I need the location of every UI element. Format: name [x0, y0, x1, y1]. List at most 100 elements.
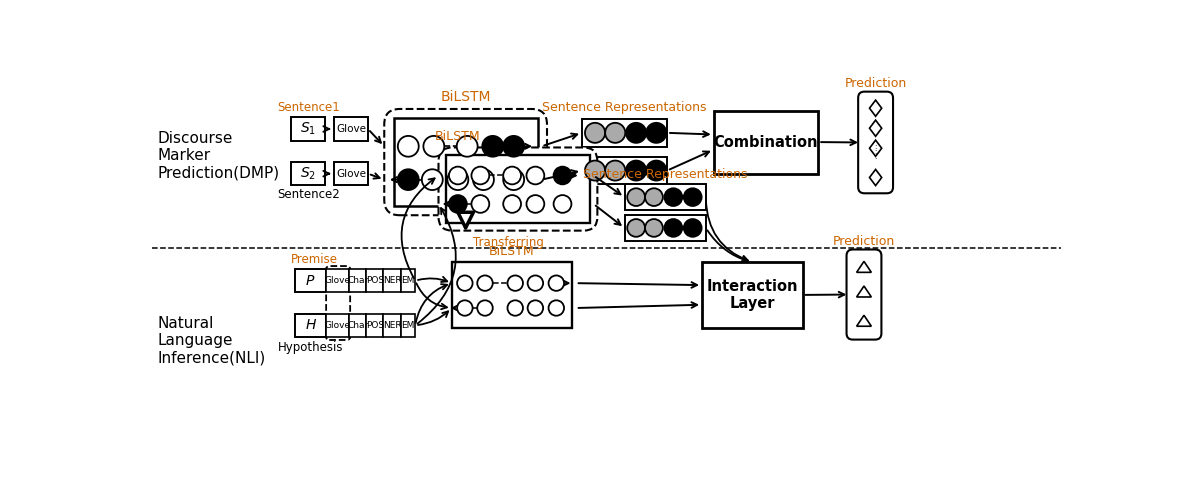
Text: EM: EM: [401, 276, 414, 285]
Circle shape: [528, 300, 543, 316]
Text: Glove: Glove: [324, 321, 351, 330]
Polygon shape: [870, 140, 881, 156]
FancyBboxPatch shape: [401, 269, 415, 292]
Text: :
:
:: : : :: [874, 144, 877, 160]
Circle shape: [645, 219, 662, 237]
FancyBboxPatch shape: [295, 314, 327, 337]
FancyBboxPatch shape: [582, 157, 667, 185]
Circle shape: [450, 166, 467, 184]
Circle shape: [508, 300, 523, 316]
Text: Char: Char: [348, 276, 369, 285]
Circle shape: [472, 166, 490, 184]
Circle shape: [606, 161, 626, 181]
Text: Sentence2: Sentence2: [277, 188, 340, 201]
Circle shape: [526, 166, 544, 184]
FancyBboxPatch shape: [702, 262, 803, 327]
Circle shape: [645, 188, 662, 206]
Circle shape: [422, 169, 442, 190]
Circle shape: [626, 161, 646, 181]
Circle shape: [549, 275, 564, 291]
Text: Transferring: Transferring: [473, 236, 544, 249]
Text: $S_2$: $S_2$: [300, 165, 316, 182]
FancyBboxPatch shape: [847, 249, 881, 340]
Circle shape: [528, 275, 543, 291]
FancyBboxPatch shape: [401, 314, 415, 337]
FancyBboxPatch shape: [383, 269, 401, 292]
Circle shape: [684, 188, 702, 206]
Circle shape: [447, 169, 468, 190]
Circle shape: [584, 123, 606, 143]
Circle shape: [526, 195, 544, 213]
FancyBboxPatch shape: [349, 314, 367, 337]
Text: Premise: Premise: [291, 253, 338, 266]
Text: EM: EM: [401, 321, 414, 330]
Text: Natural
Language
Inference(NLI): Natural Language Inference(NLI): [157, 316, 265, 366]
Circle shape: [503, 195, 521, 213]
FancyBboxPatch shape: [334, 117, 368, 140]
Circle shape: [457, 275, 472, 291]
Circle shape: [627, 188, 645, 206]
Text: NER: NER: [382, 321, 401, 330]
Circle shape: [477, 275, 493, 291]
Circle shape: [457, 300, 472, 316]
Circle shape: [665, 219, 683, 237]
FancyBboxPatch shape: [349, 269, 367, 292]
FancyBboxPatch shape: [625, 185, 706, 210]
Circle shape: [477, 300, 493, 316]
FancyBboxPatch shape: [858, 92, 893, 193]
Polygon shape: [856, 261, 872, 273]
Text: Sentence Representations: Sentence Representations: [542, 101, 706, 114]
Text: Glove: Glove: [336, 168, 366, 179]
Circle shape: [684, 219, 702, 237]
FancyBboxPatch shape: [384, 109, 547, 215]
FancyBboxPatch shape: [334, 162, 368, 185]
Text: Prediction: Prediction: [845, 77, 906, 90]
Text: $P$: $P$: [305, 273, 316, 288]
FancyBboxPatch shape: [367, 269, 383, 292]
Circle shape: [503, 136, 524, 157]
Circle shape: [503, 166, 521, 184]
FancyBboxPatch shape: [291, 162, 325, 185]
Text: Combination: Combination: [713, 135, 819, 150]
Circle shape: [397, 136, 419, 157]
Text: Char: Char: [348, 321, 369, 330]
Circle shape: [665, 188, 683, 206]
Circle shape: [626, 123, 646, 143]
Text: NER: NER: [382, 276, 401, 285]
FancyBboxPatch shape: [394, 118, 538, 206]
FancyBboxPatch shape: [383, 314, 401, 337]
Polygon shape: [870, 100, 881, 116]
Text: BiLSTM: BiLSTM: [434, 130, 480, 143]
Circle shape: [554, 195, 571, 213]
Text: $H$: $H$: [304, 318, 317, 332]
Circle shape: [397, 169, 419, 190]
Text: Sentence Representations: Sentence Representations: [583, 167, 748, 181]
Circle shape: [503, 169, 524, 190]
Polygon shape: [856, 315, 872, 326]
Polygon shape: [856, 286, 872, 297]
Text: Glove: Glove: [336, 124, 366, 134]
Circle shape: [584, 161, 606, 181]
Text: $S_1$: $S_1$: [300, 121, 316, 137]
Circle shape: [549, 300, 564, 316]
Text: POS: POS: [366, 276, 384, 285]
Text: Hypothesis: Hypothesis: [278, 341, 343, 354]
FancyBboxPatch shape: [452, 262, 571, 327]
Polygon shape: [870, 169, 881, 186]
FancyBboxPatch shape: [327, 269, 349, 292]
FancyBboxPatch shape: [625, 215, 706, 241]
Circle shape: [646, 123, 666, 143]
Text: Prediction: Prediction: [833, 235, 896, 247]
Circle shape: [508, 275, 523, 291]
Circle shape: [606, 123, 626, 143]
FancyBboxPatch shape: [367, 314, 383, 337]
Circle shape: [450, 195, 467, 213]
Text: Interaction
Layer: Interaction Layer: [706, 279, 799, 311]
FancyBboxPatch shape: [439, 147, 597, 231]
Circle shape: [554, 166, 571, 184]
FancyBboxPatch shape: [327, 314, 349, 337]
Text: POS: POS: [366, 321, 384, 330]
FancyBboxPatch shape: [713, 110, 819, 174]
Text: BiLSTM: BiLSTM: [440, 90, 491, 105]
Circle shape: [472, 195, 490, 213]
